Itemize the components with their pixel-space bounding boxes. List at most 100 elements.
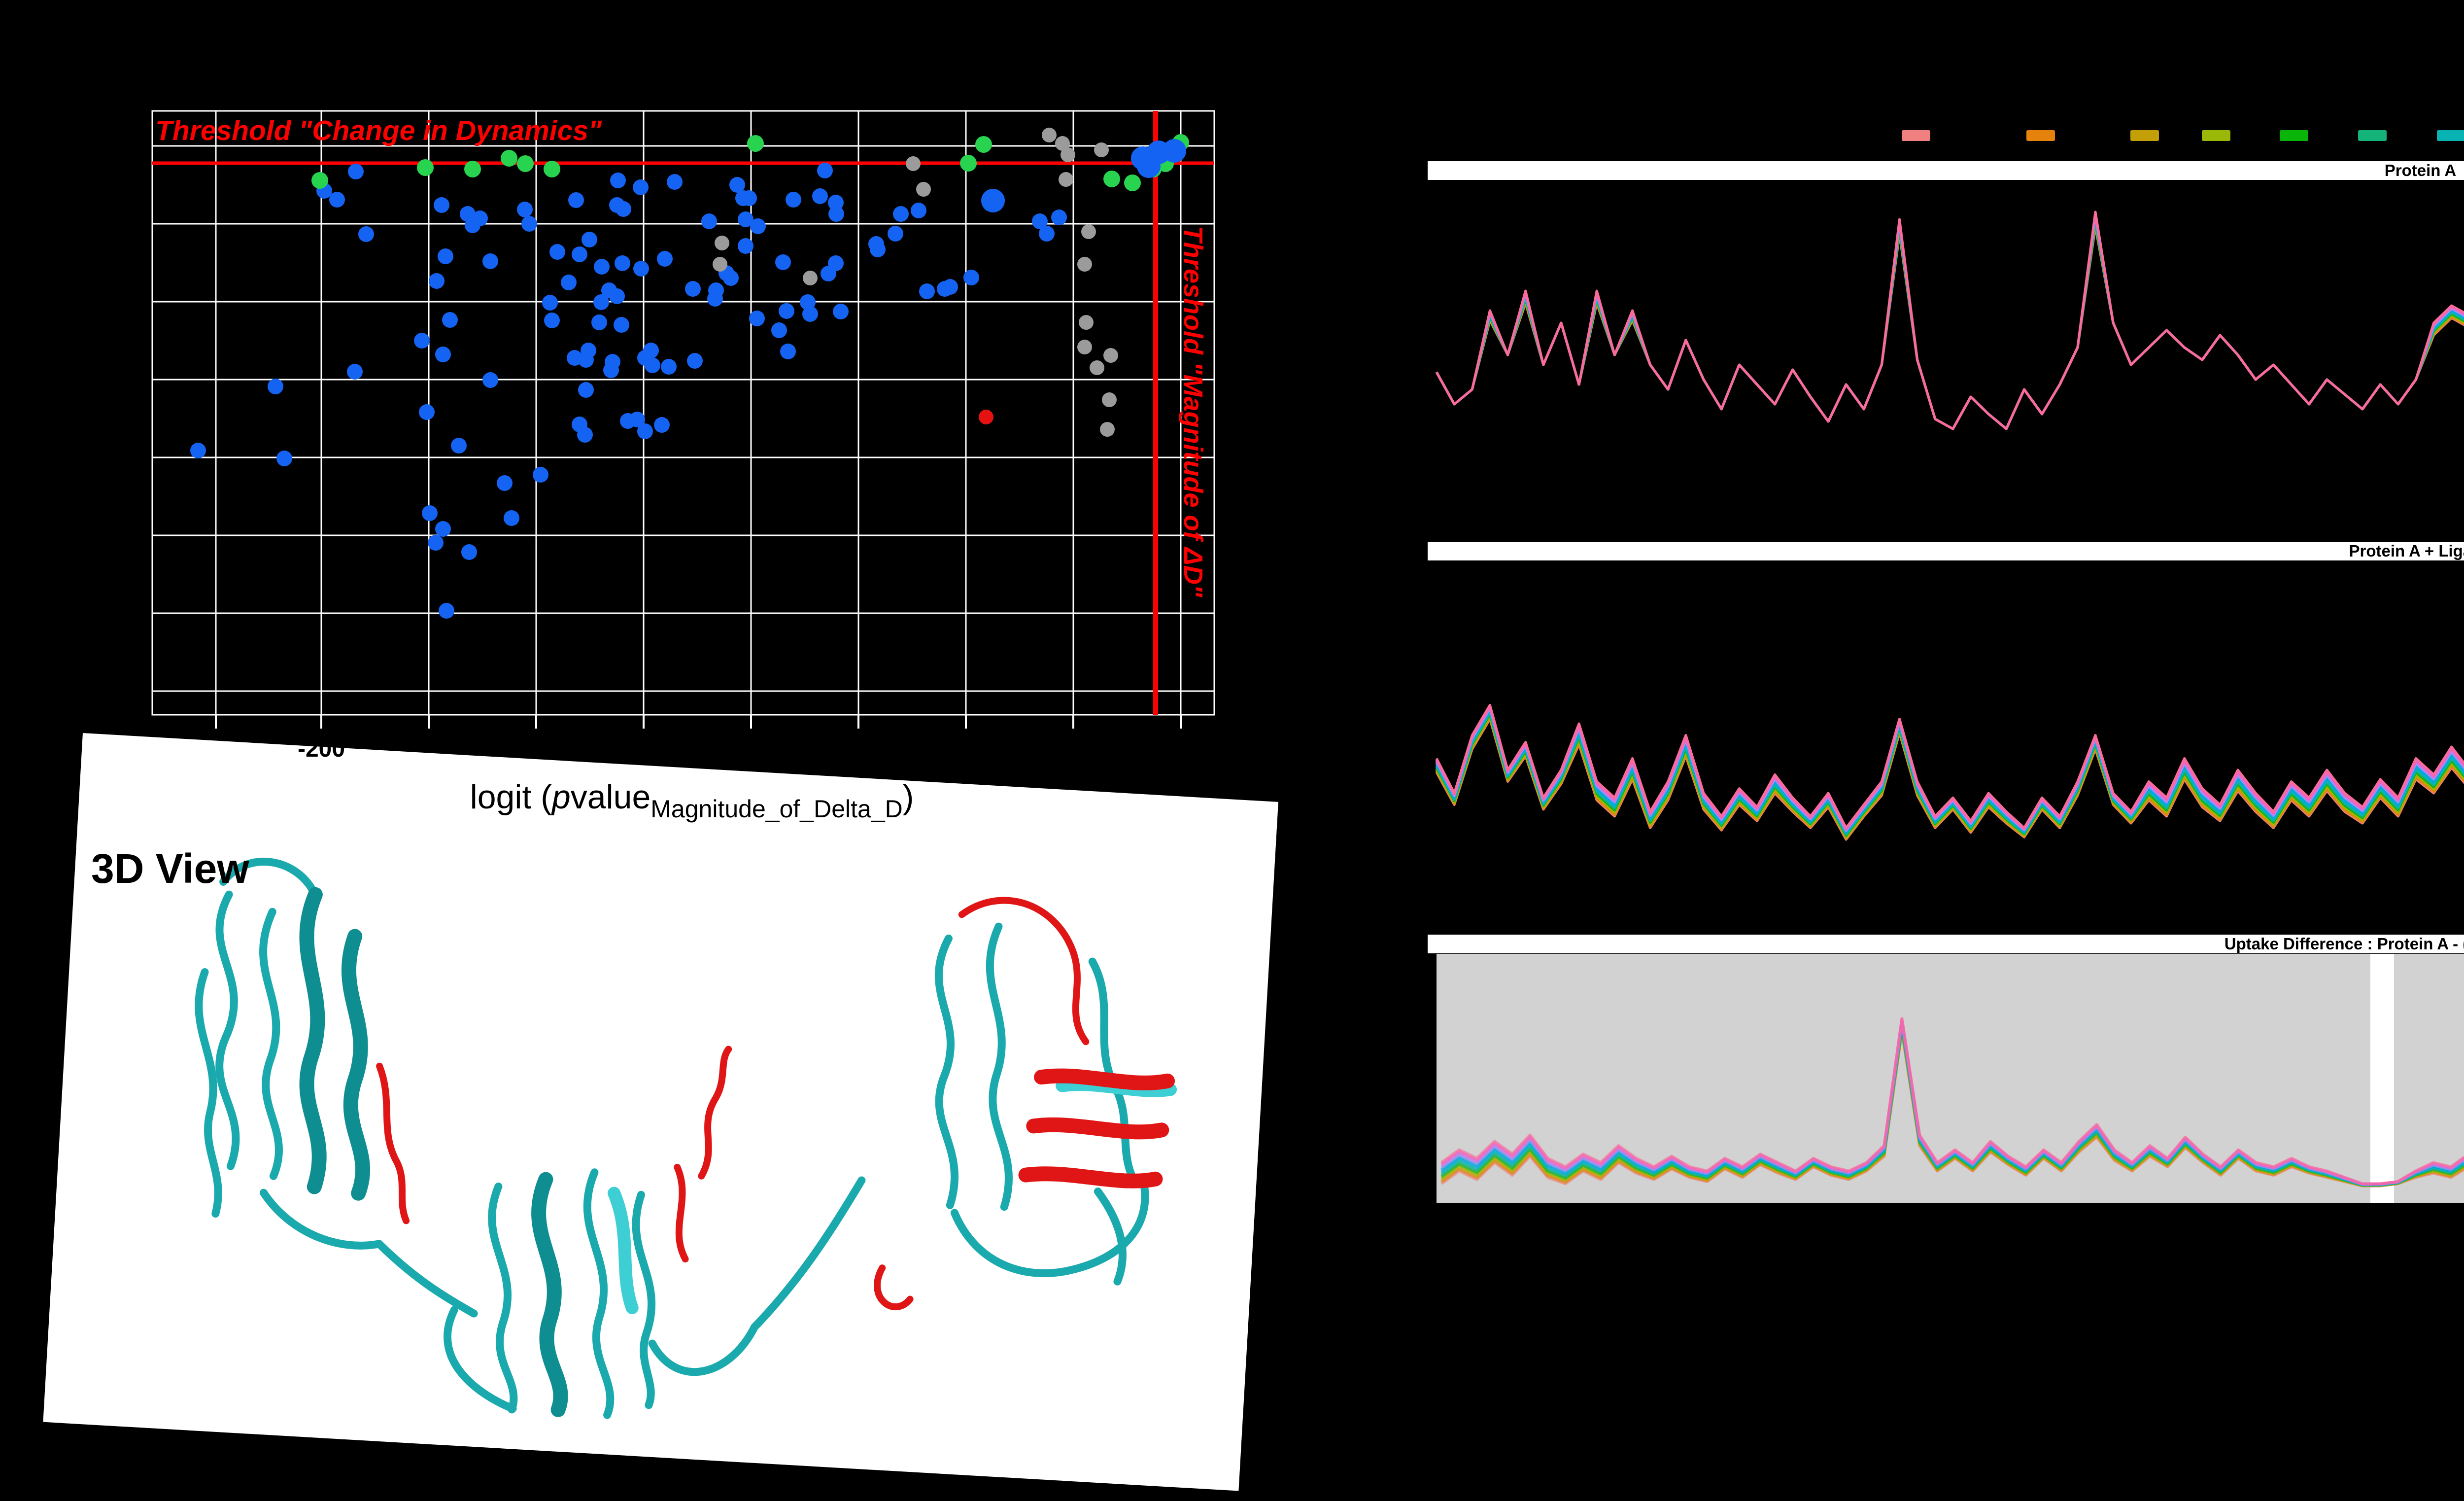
volcano-point-blue — [779, 303, 794, 319]
volcano-point-blue — [657, 251, 673, 267]
volcano-point-blue — [919, 283, 935, 299]
volcano-point-blue — [629, 412, 645, 427]
volcano-point-blue — [1051, 209, 1067, 225]
volcano-x-tick-label: -200 — [297, 736, 345, 762]
volcano-point-blue — [577, 427, 593, 443]
volcano-point-green — [960, 155, 977, 172]
threshold-magnitude-label: Threshold "Magnitude of ΔD" — [1178, 226, 1208, 597]
volcano-x-tick-label: 100 — [944, 736, 985, 762]
volcano-point-blue — [771, 322, 787, 338]
uptake-series-13 — [1440, 1017, 2464, 1186]
volcano-point-green — [975, 136, 992, 153]
volcano-point-gray — [1055, 136, 1070, 151]
volcano-point-blue — [741, 190, 757, 206]
volcano-point-blue — [911, 203, 926, 218]
volcano-point-blue — [517, 202, 533, 217]
volcano-point-blue — [544, 313, 560, 328]
uptake-series-13 — [1435, 703, 2464, 829]
volcano-xaxis-label: logit (pvalueMagnitude_of_Delta_D) — [431, 778, 953, 823]
volcano-point-blue — [276, 451, 292, 466]
xlabel-main: value — [570, 778, 651, 816]
volcano-point-blue — [723, 270, 739, 286]
volcano-point-gray — [1102, 392, 1117, 407]
volcano-point-blue — [542, 295, 558, 311]
legend-swatch-2 — [2026, 130, 2055, 141]
volcano-point-gray — [916, 182, 931, 197]
volcano-point-green — [417, 159, 434, 176]
volcano-point-blue — [578, 382, 594, 398]
volcano-point-blue — [1032, 213, 1048, 229]
volcano-point-gray — [1103, 348, 1118, 363]
volcano-point-blue — [561, 275, 577, 290]
3d-view-title: 3D View — [91, 845, 249, 892]
volcano-x-tick-label: -100 — [512, 736, 560, 762]
volcano-point-blue — [800, 294, 816, 310]
plots-graphics-layer — [151, 110, 2464, 1203]
chart-protein-a — [1435, 210, 2464, 430]
volcano-point-blue — [435, 347, 451, 362]
volcano-point-blue — [812, 188, 828, 204]
volcano-point-blue — [482, 253, 498, 269]
volcano-point-blue — [1039, 226, 1055, 242]
volcano-point-blue — [821, 266, 836, 281]
volcano-point-gray — [1079, 315, 1094, 330]
volcano-point-blue — [775, 254, 791, 270]
volcano-point-blue — [482, 372, 498, 388]
volcano-x-tick-label: 0 — [743, 736, 757, 762]
volcano-point-blue — [451, 438, 467, 454]
volcano-point-green — [311, 172, 328, 189]
volcano-point-green — [1103, 171, 1120, 187]
volcano-point-blue — [643, 343, 659, 358]
volcano-point-gray — [1077, 340, 1092, 354]
volcano-point-blue — [817, 163, 833, 178]
volcano-point-blue — [435, 521, 451, 537]
xlabel-prefix: logit ( — [470, 778, 552, 816]
chart-title-protein-a: Protein A — [1428, 161, 2464, 180]
volcano-point-blue — [667, 174, 683, 190]
volcano-point-green — [464, 161, 481, 177]
volcano-point-blue — [963, 270, 979, 285]
xlabel-suffix: ) — [902, 778, 914, 816]
volcano-point-gray — [803, 271, 818, 285]
volcano-point-blue — [729, 177, 745, 193]
chart-title-protein-a-ligand: Protein A + Ligand — [1428, 542, 2464, 560]
volcano-point-blue — [707, 291, 723, 307]
xlabel-p: p — [551, 778, 571, 816]
volcano-point-blue — [533, 467, 548, 483]
chart-protein-a-ligand — [1435, 703, 2464, 841]
volcano-point-blue — [594, 259, 610, 275]
volcano-point-blue — [419, 404, 435, 420]
volcano-point-blue — [687, 353, 703, 369]
volcano-point-blue — [422, 505, 438, 521]
volcano-point-blue — [750, 218, 766, 234]
volcano-point-blue_large — [981, 189, 1005, 212]
volcano-point-blue — [610, 173, 626, 188]
volcano-point-blue — [358, 226, 374, 242]
volcano-point-green — [517, 155, 534, 172]
legend-swatch-7 — [2437, 130, 2464, 141]
legend-swatch-1 — [1902, 130, 1930, 141]
hdx-analysis-figure: { "page": {"background": "#000000"}, "vi… — [43, 110, 2464, 1491]
volcano-point-blue — [504, 510, 519, 526]
volcano-point-blue — [942, 279, 958, 295]
threshold-change-in-dynamics-label: Threshold "Change in Dynamics" — [155, 115, 602, 146]
volcano-point-blue — [786, 192, 801, 208]
volcano-point-blue — [685, 281, 701, 297]
volcano-point-blue — [549, 244, 565, 260]
volcano-point-blue — [893, 206, 909, 222]
legend-swatch-5 — [2280, 130, 2308, 141]
missing-data-gap — [2370, 954, 2394, 1203]
volcano-point-blue — [591, 314, 607, 330]
volcano-point-blue — [442, 312, 458, 328]
uptake-series-13 — [1435, 210, 2464, 430]
volcano-point-green — [1124, 175, 1141, 191]
volcano-point-blue — [833, 304, 849, 319]
volcano-point-blue — [465, 217, 480, 233]
volcano-x-tick-label: 200 — [1159, 736, 1199, 762]
volcano-point-blue — [738, 211, 753, 227]
volcano-point-blue — [661, 359, 677, 375]
volcano-point-blue — [439, 603, 454, 619]
volcano-point-blue — [609, 288, 625, 304]
volcano-point-blue_large — [1137, 154, 1161, 178]
volcano-point-blue — [637, 423, 653, 439]
